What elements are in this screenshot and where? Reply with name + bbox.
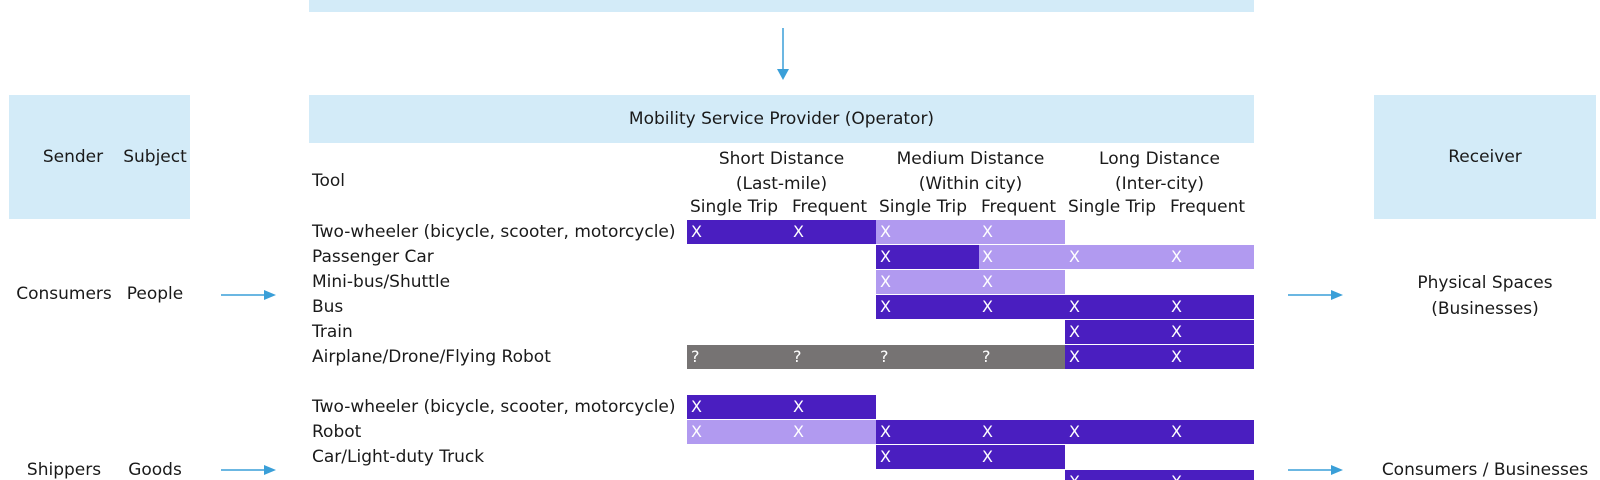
- distance-short-line1: Short Distance: [718, 149, 845, 169]
- subheader-single-trip: Single Trip: [1068, 197, 1157, 217]
- tool-header: Tool: [312, 171, 346, 191]
- right-arrow-icon: [221, 290, 276, 300]
- subheader-frequent: Frequent: [981, 197, 1057, 217]
- subheader-frequent: Frequent: [792, 197, 868, 217]
- subject-people: People: [126, 284, 184, 304]
- tool-label: Passenger Car: [312, 247, 434, 267]
- matrix-cell: ??: [876, 345, 1065, 369]
- distance-medium-line2: (Within city): [918, 174, 1023, 194]
- tool-label: Car/Light-duty Truck: [312, 447, 485, 467]
- tool-label: Two-wheeler (bicycle, scooter, motorcycl…: [312, 222, 676, 242]
- down-arrow-icon: [777, 28, 789, 80]
- top-header-box: [309, 0, 1254, 12]
- receiver-physical-line2: (Businesses): [1431, 299, 1539, 319]
- receiver-physical-spaces: Physical Spaces (Businesses): [1374, 270, 1596, 322]
- right-arrow-icon: [1288, 290, 1343, 300]
- subject-header: Subject: [123, 147, 187, 167]
- subheader-frequent: Frequent: [1170, 197, 1246, 217]
- sender-subject-box: Sender Subject: [9, 95, 190, 219]
- receiver-physical-line1: Physical Spaces: [1417, 273, 1553, 293]
- distance-short: Short Distance (Last-mile): [687, 147, 876, 197]
- tool-label: Airplane/Drone/Flying Robot: [312, 347, 551, 367]
- matrix-cell: ??: [687, 345, 876, 369]
- sender-header: Sender: [42, 147, 104, 167]
- tool-label: Train: [312, 322, 353, 342]
- receiver-consumers-businesses: Consumers / Businesses: [1381, 460, 1589, 480]
- sender-shippers: Shippers: [26, 460, 102, 480]
- right-arrow-icon: [221, 465, 276, 475]
- distance-long-line1: Long Distance: [1099, 149, 1220, 169]
- distance-long-line2: (Inter-city): [1114, 174, 1204, 194]
- subject-goods: Goods: [128, 460, 182, 480]
- receiver-header: Receiver: [1448, 147, 1522, 167]
- distance-medium-line1: Medium Distance: [896, 149, 1045, 169]
- right-arrow-icon: [1288, 465, 1343, 475]
- matrix-cell: XX: [1065, 470, 1254, 480]
- operator-header-label: Mobility Service Provider (Operator): [628, 109, 935, 129]
- tool-label: Bus: [312, 297, 344, 317]
- receiver-box: Receiver: [1374, 95, 1596, 219]
- sender-consumers: Consumers: [16, 284, 112, 304]
- subheader-single-trip: Single Trip: [690, 197, 779, 217]
- distance-short-line2: (Last-mile): [735, 174, 828, 194]
- tool-label: Robot: [312, 422, 362, 442]
- tool-label: Mini-bus/Shuttle: [312, 272, 451, 292]
- tool-label: Two-wheeler (bicycle, scooter, motorcycl…: [312, 397, 676, 417]
- operator-header-box: Mobility Service Provider (Operator): [309, 95, 1254, 143]
- distance-medium: Medium Distance (Within city): [876, 147, 1065, 197]
- subheader-single-trip: Single Trip: [879, 197, 968, 217]
- distance-long: Long Distance (Inter-city): [1065, 147, 1254, 197]
